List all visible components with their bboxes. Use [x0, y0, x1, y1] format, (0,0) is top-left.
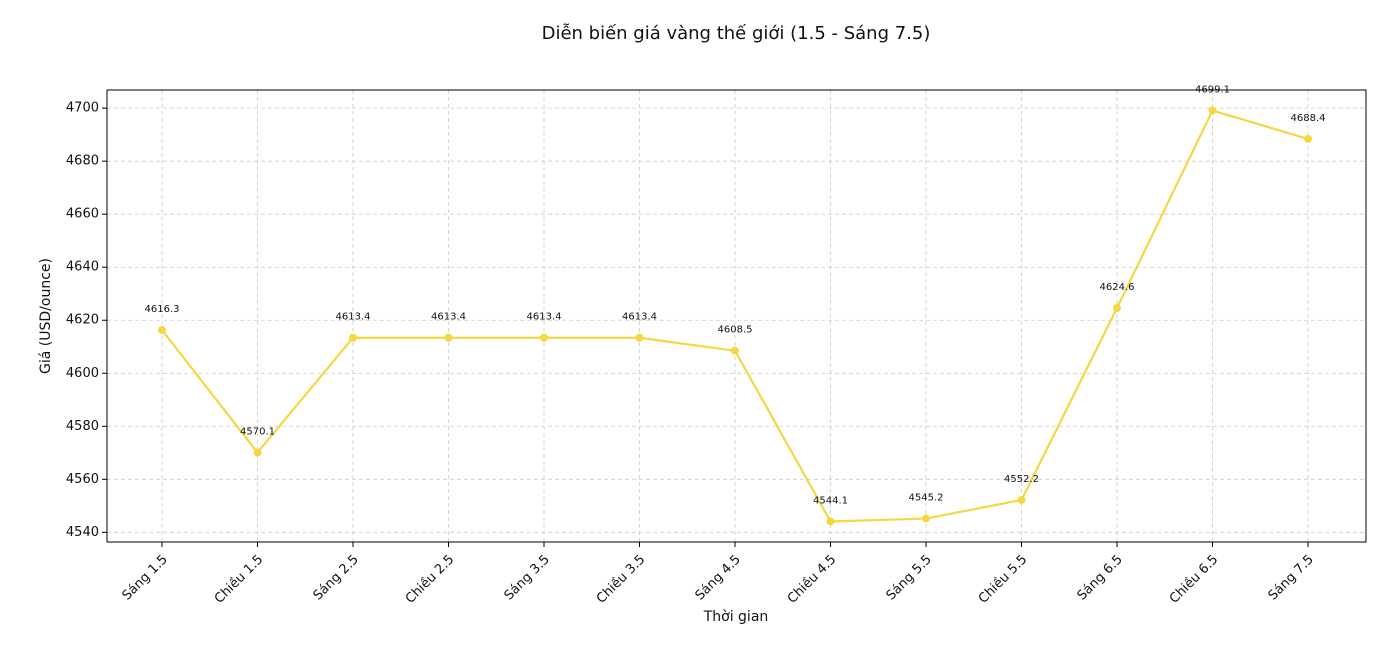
marker — [158, 326, 166, 335]
y-tick-label: 4620 — [66, 313, 99, 328]
x-tick-label: Sáng 3.5 — [502, 552, 553, 603]
marker — [731, 346, 739, 355]
x-axis-label: Thời gian — [703, 609, 769, 625]
y-tick-label: 4660 — [66, 207, 99, 222]
x-tick-label: Chiều 4.5 — [785, 552, 839, 606]
y-tick-label: 4540 — [66, 525, 99, 540]
y-tick-label: 4640 — [66, 260, 99, 275]
data-label: 4616.3 — [145, 304, 180, 315]
data-label: 4613.4 — [527, 312, 562, 323]
x-tick-label: Chiều 3.5 — [594, 552, 648, 606]
marker — [349, 333, 357, 342]
marker — [635, 333, 644, 342]
chart-title: Diễn biến giá vàng thế giới (1.5 - Sáng … — [542, 23, 931, 44]
data-label: 4613.4 — [622, 312, 657, 323]
marker — [1208, 106, 1217, 115]
data-label: 4624.6 — [1100, 282, 1135, 293]
x-tick-label: Sáng 6.5 — [1075, 552, 1126, 603]
y-tick-label: 4560 — [66, 472, 99, 487]
x-tick-label: Sáng 5.5 — [884, 552, 935, 603]
data-label: 4688.4 — [1291, 113, 1326, 124]
y-axis-label: Giá (USD/ounce) — [38, 258, 54, 374]
marker — [444, 333, 453, 342]
data-label: 4545.2 — [909, 493, 944, 504]
data-label: 4608.5 — [718, 325, 753, 336]
y-tick-label: 4680 — [66, 154, 99, 169]
marker — [1304, 134, 1312, 143]
x-tick-label: Sáng 7.5 — [1266, 552, 1317, 603]
y-tick-label: 4600 — [66, 366, 99, 381]
x-tick-label: Sáng 4.5 — [693, 552, 744, 603]
plot-frame — [106, 89, 1367, 543]
marker — [1113, 304, 1121, 313]
marker — [1017, 495, 1026, 504]
data-label: 4544.1 — [813, 495, 848, 506]
y-tick-label: 4580 — [66, 419, 99, 434]
marker — [253, 448, 262, 457]
x-tick-label: Sáng 1.5 — [120, 552, 171, 603]
marker — [826, 517, 835, 526]
data-label: 4613.4 — [336, 312, 371, 323]
x-tick-label: Sáng 2.5 — [311, 552, 362, 603]
x-tick-label: Chiều 1.5 — [212, 552, 266, 606]
x-tick-label: Chiều 2.5 — [403, 552, 457, 606]
data-label: 4613.4 — [431, 312, 466, 323]
data-label: 4552.2 — [1004, 474, 1039, 485]
data-label: 4570.1 — [240, 427, 275, 438]
x-tick-label: Chiều 6.5 — [1167, 552, 1221, 606]
y-tick-label: 4700 — [66, 101, 99, 116]
data-label: 4699.1 — [1195, 85, 1230, 96]
x-tick-label: Chiều 5.5 — [976, 552, 1030, 606]
marker — [540, 333, 548, 342]
marker — [922, 514, 930, 523]
